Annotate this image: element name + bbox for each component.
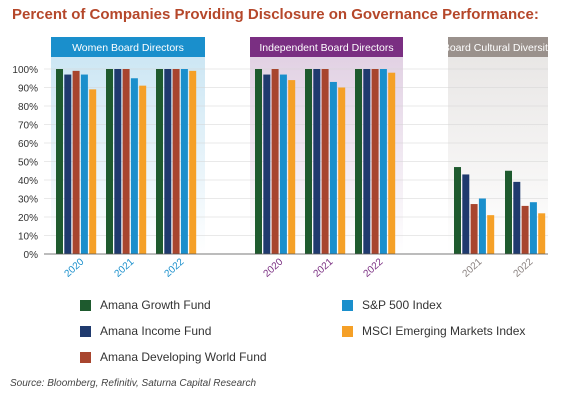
bar-women-board-directors-2022-s3	[180, 69, 188, 254]
bar-board-cultural-diversity-2021-s3	[478, 198, 486, 254]
x-tick-label: 2021	[460, 256, 484, 279]
panel-header	[51, 37, 205, 57]
bar-independent-board-directors-2021-s1	[313, 69, 321, 254]
bar-independent-board-directors-2021-s3	[329, 81, 337, 254]
x-tick-label: 2022	[361, 256, 385, 279]
bar-women-board-directors-2022-s4	[189, 70, 197, 254]
legend-item-msci-em: MSCI Emerging Markets Index	[342, 324, 525, 338]
panel-header-label: Board Cultural Diversity	[443, 42, 554, 54]
y-tick-label: 40%	[18, 176, 38, 187]
y-tick-label: 10%	[18, 232, 38, 243]
bar-women-board-directors-2020-s3	[80, 74, 88, 254]
legend-item-sp500: S&P 500 Index	[342, 298, 442, 312]
x-tick-label: 2021	[112, 256, 136, 279]
legend-label-msci-em: MSCI Emerging Markets Index	[362, 324, 526, 338]
bar-women-board-directors-2020-s2	[72, 70, 80, 254]
y-tick-label: 20%	[18, 213, 38, 224]
x-tick-label: 2022	[162, 256, 186, 279]
bar-independent-board-directors-2020-s2	[271, 69, 279, 254]
legend-label-sp500: S&P 500 Index	[362, 298, 442, 312]
bar-board-cultural-diversity-2021-s0	[454, 167, 461, 254]
bar-independent-board-directors-2020-s1	[263, 74, 271, 254]
y-tick-label: 70%	[18, 121, 38, 132]
legend-swatch-msci-em	[342, 325, 353, 337]
legend-label-amana-growth: Amana Growth Fund	[100, 298, 211, 312]
bar-board-cultural-diversity-2021-s2	[470, 204, 478, 254]
bar-women-board-directors-2020-s4	[89, 89, 97, 254]
bar-women-board-directors-2021-s3	[130, 78, 138, 254]
legend-swatch-sp500	[342, 299, 353, 311]
bar-independent-board-directors-2022-s2	[371, 69, 379, 254]
x-tick-label: 2020	[261, 256, 285, 279]
y-tick-label: 60%	[18, 139, 38, 150]
bar-independent-board-directors-2020-s3	[279, 74, 287, 254]
bar-independent-board-directors-2021-s2	[321, 69, 329, 254]
bar-independent-board-directors-2021-s0	[305, 69, 312, 254]
bar-women-board-directors-2022-s1	[164, 69, 172, 254]
legend-swatch-amana-developing	[80, 351, 91, 363]
bar-independent-board-directors-2020-s0	[255, 69, 262, 254]
bar-board-cultural-diversity-2022-s0	[505, 170, 512, 254]
panel-header	[448, 37, 548, 57]
bar-independent-board-directors-2021-s4	[338, 87, 346, 254]
x-tick-label: 2021	[311, 256, 335, 279]
panel-header	[250, 37, 403, 57]
y-tick-label: 0%	[24, 250, 39, 261]
bar-women-board-directors-2021-s0	[106, 69, 113, 254]
bar-board-cultural-diversity-2022-s4	[538, 213, 546, 254]
bar-women-board-directors-2020-s0	[56, 69, 63, 254]
bar-women-board-directors-2020-s1	[64, 74, 72, 254]
legend-item-amana-growth: Amana Growth Fund	[80, 298, 211, 312]
bar-women-board-directors-2021-s4	[139, 85, 147, 255]
chart-title: Percent of Companies Providing Disclosur…	[12, 6, 539, 23]
bar-independent-board-directors-2022-s4	[388, 72, 396, 254]
y-tick-label: 90%	[18, 84, 38, 95]
y-tick-label: 30%	[18, 195, 38, 206]
bar-board-cultural-diversity-2021-s1	[462, 174, 470, 254]
legend-label-amana-developing: Amana Developing World Fund	[100, 350, 267, 364]
legend-swatch-amana-growth	[80, 299, 91, 311]
bar-independent-board-directors-2020-s4	[288, 80, 296, 254]
bar-independent-board-directors-2022-s3	[379, 69, 387, 254]
x-tick-label: 2022	[511, 256, 535, 279]
panel-header-label: Women Board Directors	[72, 42, 184, 54]
legend-label-amana-income: Amana Income Fund	[100, 324, 212, 338]
legend-item-amana-developing: Amana Developing World Fund	[80, 350, 267, 364]
bar-board-cultural-diversity-2022-s1	[513, 181, 521, 254]
x-tick-label: 2020	[62, 256, 86, 279]
bar-women-board-directors-2021-s2	[122, 69, 130, 254]
bar-independent-board-directors-2022-s1	[363, 69, 371, 254]
panel-header-label: Independent Board Directors	[259, 42, 393, 54]
bar-chart: Women Board Directors Independent Board D…	[12, 37, 554, 280]
bar-women-board-directors-2022-s0	[156, 69, 163, 254]
legend-item-amana-income: Amana Income Fund	[80, 324, 211, 338]
source-note: Source: Bloomberg, Refinitiv, Saturna Ca…	[10, 378, 257, 389]
y-tick-label: 100%	[12, 65, 38, 76]
y-tick-label: 80%	[18, 102, 38, 113]
bar-board-cultural-diversity-2022-s2	[521, 205, 529, 254]
bar-women-board-directors-2021-s1	[114, 69, 122, 254]
bar-board-cultural-diversity-2022-s3	[529, 202, 537, 254]
legend-swatch-amana-income	[80, 325, 91, 337]
y-tick-label: 50%	[18, 158, 38, 169]
bar-independent-board-directors-2022-s0	[355, 69, 362, 254]
bar-women-board-directors-2022-s2	[172, 69, 180, 254]
bar-board-cultural-diversity-2021-s4	[487, 215, 495, 254]
